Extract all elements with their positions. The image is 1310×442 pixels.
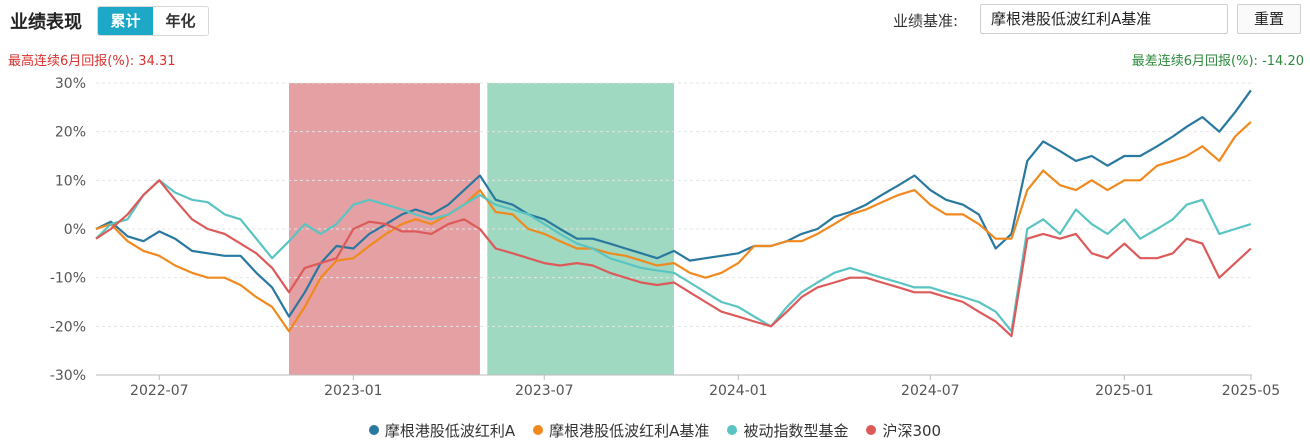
- y-tick-label: -10%: [50, 271, 86, 287]
- series-line-3: [95, 179, 1252, 338]
- tab-cumulative[interactable]: 累计: [98, 7, 153, 35]
- legend-item-benchmark[interactable]: 摩根港股低波红利A基准: [533, 420, 709, 440]
- series-line-0: [95, 89, 1252, 318]
- performance-chart: -30% -20% -10% 0% 10% 20% 30% 2022-07 2023-01 202…: [50, 76, 1281, 399]
- y-tick-label: 30%: [55, 76, 86, 92]
- x-tick-label: 2025-05: [1222, 383, 1281, 399]
- legend-label-passive: 被动指数型基金: [743, 421, 849, 440]
- y-tick-label: -30%: [50, 368, 86, 384]
- period-tabs: 累计 年化: [97, 6, 209, 36]
- legend-item-hs300[interactable]: 沪深300: [866, 420, 941, 440]
- worst-6m-label: 最差连续6月回报(%):: [1131, 54, 1258, 69]
- worst-6m-value: -14.20: [1262, 54, 1304, 69]
- header: 业绩表现 累计 年化 业绩基准: 摩根港股低波红利A基准 重置: [0, 0, 1310, 40]
- legend-marker-hs300: [866, 425, 877, 435]
- x-tick-label: 2024-07: [901, 383, 960, 399]
- x-tick-label: 2025-01: [1095, 383, 1154, 399]
- legend: 摩根港股低波红利A 摩根港股低波红利A基准 被动指数型基金 沪深300: [0, 420, 1310, 440]
- legend-marker-benchmark: [533, 425, 544, 435]
- x-tick-label: 2023-07: [515, 383, 574, 399]
- x-tick-label: 2023-01: [324, 383, 383, 399]
- best-6m-value: 34.31: [138, 54, 176, 69]
- series-line-2: [95, 179, 1252, 333]
- tab-annualized[interactable]: 年化: [153, 7, 208, 35]
- section-title: 业绩表现: [10, 12, 82, 33]
- benchmark-label: 业绩基准:: [893, 12, 959, 30]
- worst-6m-return: 最差连续6月回报(%): -14.20: [1132, 50, 1304, 69]
- legend-item-fund[interactable]: 摩根港股低波红利A: [368, 420, 516, 440]
- y-tick-label: 20%: [55, 125, 86, 141]
- series-line-1: [95, 121, 1252, 333]
- legend-marker-passive: [727, 425, 738, 435]
- legend-item-passive[interactable]: 被动指数型基金: [727, 420, 848, 440]
- y-tick-label: 0%: [64, 222, 86, 238]
- best-6m-label: 最高连续6月回报(%):: [8, 54, 135, 69]
- y-tick-label: -20%: [50, 319, 86, 335]
- x-tick-label: 2022-07: [130, 383, 189, 399]
- legend-label-hs300: 沪深300: [882, 421, 942, 440]
- legend-marker-fund: [368, 425, 379, 435]
- worst-period-band: [487, 83, 674, 375]
- legend-label-fund: 摩根港股低波红利A: [384, 421, 516, 440]
- benchmark-select[interactable]: 摩根港股低波红利A基准: [980, 4, 1228, 34]
- x-tick-label: 2024-01: [709, 383, 768, 399]
- y-tick-label: 10%: [55, 173, 86, 189]
- best-6m-return: 最高连续6月回报(%): 34.31: [8, 50, 176, 69]
- legend-label-benchmark: 摩根港股低波红利A基准: [549, 421, 710, 440]
- reset-button[interactable]: 重置: [1237, 4, 1301, 34]
